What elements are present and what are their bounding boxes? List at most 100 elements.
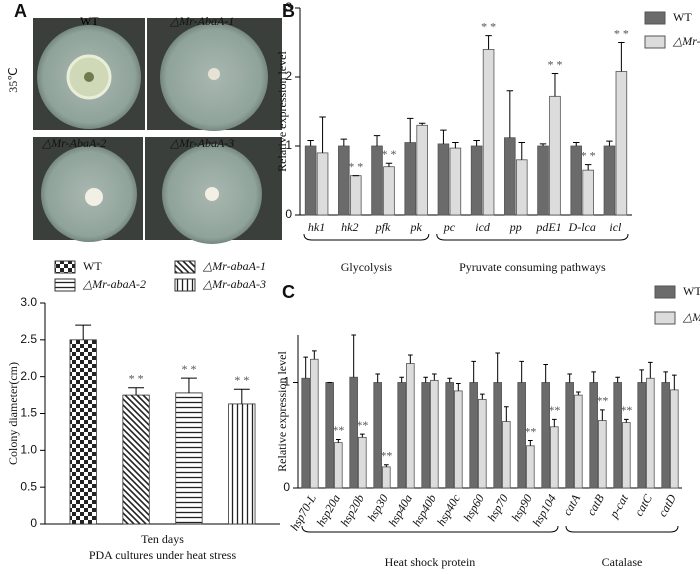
y-tick-label: 0.5 (20, 479, 37, 493)
colony (208, 68, 220, 80)
significance: ** (356, 418, 368, 432)
x-tick-label: hsp20b (338, 492, 367, 529)
bar (469, 382, 478, 489)
legend-swatch (54, 260, 76, 274)
error-bar (335, 438, 341, 443)
bar (613, 382, 622, 489)
y-tick-label: 2.5 (20, 332, 37, 346)
bar (622, 422, 631, 489)
x-tick-label: pk (410, 220, 423, 234)
bar (661, 382, 670, 489)
group-bracket (436, 233, 629, 241)
x-tick-label: catC (632, 491, 656, 518)
x-tick-label: icl (609, 220, 622, 234)
x-tick-label: pc (443, 220, 456, 234)
bar (404, 142, 417, 216)
y-tick-label: 2 (285, 69, 292, 83)
bar (526, 445, 535, 489)
legend-swatch (644, 11, 666, 25)
bar (69, 339, 97, 525)
error-bar (591, 371, 597, 383)
significance: * * (181, 362, 196, 376)
error-bar (340, 138, 348, 146)
bar (175, 392, 203, 525)
panel-label: B (282, 1, 295, 21)
error-bar (527, 440, 533, 446)
error-bar (351, 334, 357, 378)
y-tick-label: 3.0 (20, 295, 37, 309)
significance: ** (548, 403, 560, 417)
bar (421, 382, 430, 489)
x-tick-label: catB (584, 491, 607, 518)
x-tick-label: hsp70 (485, 492, 511, 524)
legend-label: WT (83, 259, 102, 273)
significance: ** (380, 449, 392, 463)
legend-label: △Mr-abaA-1 (202, 259, 266, 273)
legend-label: △Mr-abaA-3 (202, 277, 266, 291)
error-bar (663, 371, 669, 383)
x-tick-label: Ten days (141, 532, 184, 546)
group-label: Glycolysis (341, 260, 393, 274)
error-bar (518, 142, 526, 160)
significance: ** (596, 394, 608, 408)
error-bar (623, 418, 629, 423)
bar (228, 403, 256, 525)
error-bar (572, 142, 580, 146)
bar (550, 426, 559, 489)
error-bar (473, 139, 480, 146)
temperature-label: 35℃ (6, 67, 20, 92)
error-bar (543, 364, 549, 383)
bar (349, 376, 358, 489)
error-bar (647, 361, 653, 379)
significance: * * (581, 148, 596, 162)
panel-label: A (14, 1, 27, 21)
bar (582, 169, 594, 216)
error-bar (75, 324, 92, 340)
y-tick-label: 1.5 (20, 406, 37, 420)
x-tick-label: hsp40b (410, 492, 439, 529)
bar (397, 382, 406, 489)
significance: ** (524, 424, 536, 438)
bar (316, 152, 329, 216)
bar (334, 442, 343, 489)
y-tick-label: 1 (283, 375, 290, 389)
bar (437, 143, 450, 216)
significance: * * (547, 57, 562, 71)
significance: * * (129, 371, 144, 385)
x-tick-label: pdE1 (535, 220, 561, 234)
bar (301, 377, 310, 489)
bar (406, 363, 415, 489)
bar (493, 382, 502, 489)
bar (478, 398, 487, 489)
legend-swatch (174, 278, 196, 292)
x-tick-label: hsp104 (530, 492, 559, 529)
error-bar (181, 377, 197, 393)
error-bar (639, 369, 645, 383)
error-bar (485, 35, 492, 50)
error-bar (431, 373, 437, 381)
bar (338, 145, 350, 216)
x-tick-label: D-lca (568, 220, 596, 234)
group-label: Heat shock protein (385, 555, 476, 569)
x-tick-label: hsp70-L (287, 492, 319, 533)
bar (416, 124, 428, 216)
error-bar (615, 376, 621, 383)
y-tick-label: 2.0 (20, 369, 37, 383)
legend-swatch (644, 35, 666, 49)
bar (382, 466, 391, 489)
bar (515, 159, 528, 216)
error-bar (233, 388, 250, 404)
error-bar (311, 350, 317, 360)
group-label: Pyruvate consuming pathways (459, 260, 606, 274)
error-bar (606, 140, 613, 146)
x-tick-label: icd (475, 220, 491, 234)
error-bar (671, 374, 677, 390)
photos (33, 18, 282, 244)
legend-label: △Mr-abaA (672, 34, 700, 48)
bar (304, 145, 317, 216)
legend-swatch (54, 278, 76, 292)
y-axis-label: Relative expression level (275, 51, 289, 172)
dish-label: △Mr-AbaA-3 (169, 136, 234, 150)
error-bar (440, 129, 447, 144)
significance: * * (614, 26, 629, 40)
